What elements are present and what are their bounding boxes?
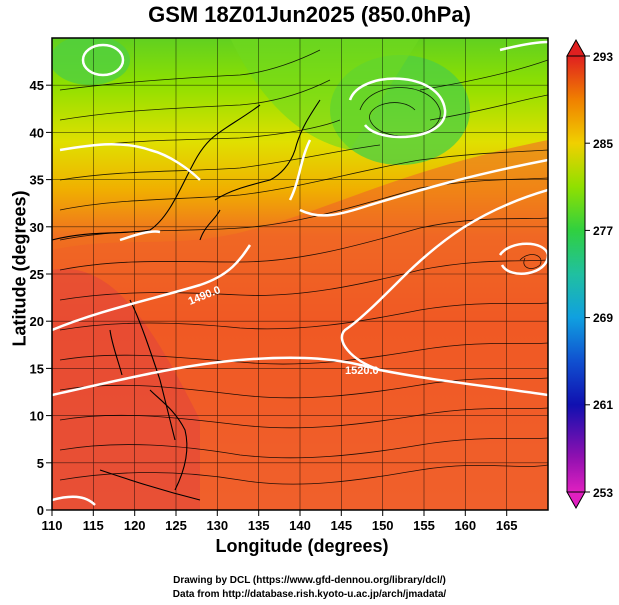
colorbar-tick-label: 261 xyxy=(593,398,613,412)
credit-drawing: Drawing by DCL (https://www.gfd-dennou.o… xyxy=(173,575,446,586)
x-tick-label: 145 xyxy=(330,518,352,533)
colorbar-tick-label: 277 xyxy=(593,224,613,238)
y-tick-label: 45 xyxy=(30,78,44,93)
x-tick-label: 120 xyxy=(124,518,146,533)
y-tick-label: 5 xyxy=(37,456,44,471)
y-tick-marks xyxy=(46,84,52,511)
x-tick-marks xyxy=(51,510,508,516)
x-tick-label: 115 xyxy=(83,518,104,533)
credit-data-source: Data from http://database.rish.kyoto-u.a… xyxy=(172,589,447,600)
map-title: GSM 18Z01Jun2025 (850.0hPa) xyxy=(148,2,471,27)
height-contours xyxy=(52,40,548,506)
colorbar-tick-label: 269 xyxy=(593,311,613,325)
x-tick-label: 130 xyxy=(206,518,228,533)
y-tick-label: 40 xyxy=(30,125,44,140)
colorbar xyxy=(566,38,590,510)
x-tick-label: 125 xyxy=(165,518,187,533)
colorbar-min-arrow xyxy=(566,491,586,510)
colorbar-tick-label: 253 xyxy=(593,486,613,500)
y-tick-label: 35 xyxy=(30,173,44,188)
colorbar-tick-label: 285 xyxy=(593,137,613,151)
x-tick-label: 150 xyxy=(372,518,394,533)
colorbar-tick-label: 293 xyxy=(593,50,613,64)
temperature-field: 1490.0 1520.0 xyxy=(52,38,548,510)
x-tick-label: 135 xyxy=(248,518,270,533)
coastlines xyxy=(52,99,321,501)
y-tick-label: 15 xyxy=(30,361,44,376)
x-tick-label: 140 xyxy=(289,518,311,533)
y-tick-label: 0 xyxy=(37,503,44,518)
x-tick-label: 155 xyxy=(413,518,435,533)
x-tick-label: 110 xyxy=(42,518,63,533)
streamlines xyxy=(59,49,548,485)
colorbar-max-arrow xyxy=(566,38,586,57)
y-tick-label: 20 xyxy=(30,314,44,329)
y-tick-label: 25 xyxy=(30,267,44,282)
x-tick-label: 165 xyxy=(496,518,518,533)
y-tick-label: 10 xyxy=(30,409,44,424)
x-tick-label: 160 xyxy=(454,518,476,533)
y-tick-label: 30 xyxy=(30,220,44,235)
contour-label-1520: 1520.0 xyxy=(345,365,379,377)
y-axis-label: Latitude (degrees) xyxy=(9,190,30,347)
x-axis-label: Longitude (degrees) xyxy=(215,536,389,556)
